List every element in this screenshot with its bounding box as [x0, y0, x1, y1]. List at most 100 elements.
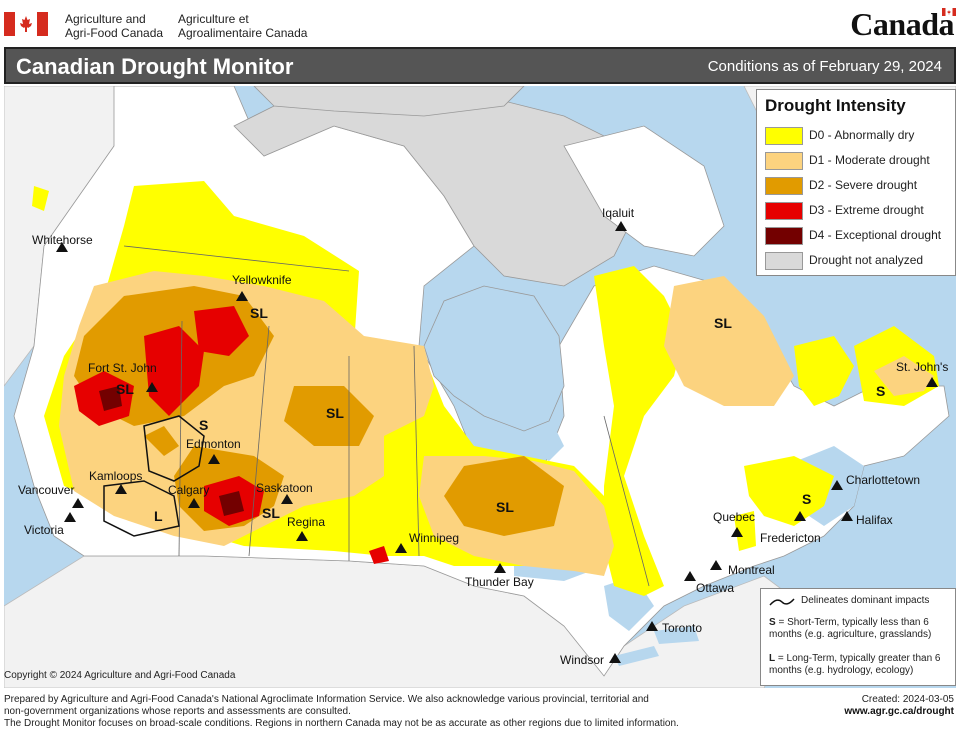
- hudson-bay: [423, 285, 565, 432]
- edmonton-marker: [208, 454, 220, 464]
- government-header: Agriculture and Agri-Food Canada Agricul…: [0, 0, 960, 46]
- toronto-label: Toronto: [662, 621, 702, 635]
- victoria-label: Victoria: [24, 523, 64, 537]
- whitehorse-label: Whitehorse: [32, 233, 93, 247]
- lake-ontario: [654, 626, 699, 644]
- impact-legend: Delineates dominant impacts S = Short-Te…: [760, 588, 956, 686]
- thunder-bay-marker: [494, 563, 506, 573]
- toronto-marker: [646, 621, 658, 631]
- victoria-marker: [64, 512, 76, 522]
- arctic-islands-north: [253, 86, 525, 117]
- legend-swatch-not-analyzed: [765, 252, 803, 270]
- st-johns-marker: [926, 377, 938, 387]
- impact-delineations: [103, 415, 205, 537]
- impact-label-maritimes-s: S: [802, 491, 811, 507]
- dept-fr-line2: Agroalimentaire Canada: [178, 26, 308, 40]
- impact-label-sask-south-sl: SL: [262, 505, 280, 521]
- thunder-bay-label: Thunder Bay: [465, 575, 534, 589]
- city-markers: [56, 221, 938, 663]
- fredericton-label: Fredericton: [760, 531, 821, 545]
- department-name-english: Agriculture and Agri-Food Canada: [65, 12, 170, 40]
- regina-label: Regina: [287, 515, 325, 529]
- legend-label-not-analyzed: Drought not analyzed: [809, 253, 924, 267]
- impact-label-quebec-sl: SL: [714, 315, 732, 331]
- legend-item-not-analyzed: Drought not analyzed: [765, 251, 955, 271]
- halifax-label: Halifax: [856, 513, 893, 527]
- provincial-boundaries: [123, 245, 650, 587]
- whitehorse-marker: [56, 242, 68, 252]
- charlottetown-label: Charlottetown: [846, 473, 920, 487]
- legend-label-d4: D4 - Exceptional drought: [809, 228, 942, 242]
- iqaluit-marker: [615, 221, 627, 231]
- impact-label-fsj-sl: SL: [116, 381, 134, 397]
- d4-exceptional-drought: [99, 386, 244, 516]
- legend-title: Drought Intensity: [765, 96, 906, 115]
- windsor-label: Windsor: [560, 653, 604, 667]
- map-canvas: Whitehorse Yellowknife Iqaluit Fort St. …: [4, 86, 956, 688]
- impact-l-text: = Long-Term, typically greater than 6 mo…: [769, 653, 941, 676]
- quebec-marker: [731, 527, 743, 537]
- impact-s-key: S: [769, 617, 776, 628]
- drought-url-link[interactable]: www.agr.gc.ca/drought: [844, 706, 954, 717]
- drought-map: Whitehorse Yellowknife Iqaluit Fort St. …: [4, 86, 956, 688]
- canada-flag-icon: [4, 12, 48, 36]
- windsor-marker: [609, 653, 621, 663]
- canada-wordmark: Canada: [850, 6, 954, 42]
- legend-item-d3: D3 - Extreme drought: [765, 201, 955, 221]
- quebec-label: Quebec: [713, 510, 755, 524]
- footer-line-3: The Drought Monitor focuses on broad-sca…: [4, 718, 679, 729]
- legend-swatch-d2: [765, 177, 803, 195]
- edmonton-label: Edmonton: [186, 437, 241, 451]
- legend-item-d0: D0 - Abnormally dry: [765, 126, 955, 146]
- legend-item-d2: D2 - Severe drought: [765, 176, 955, 196]
- charlottetown-marker: [831, 480, 843, 490]
- calgary-label: Calgary: [168, 483, 209, 497]
- kamloops-label: Kamloops: [89, 469, 142, 483]
- legend-swatch-d4: [765, 227, 803, 245]
- kamloops-marker: [115, 484, 127, 494]
- footer-notes: Prepared by Agriculture and Agri-Food Ca…: [4, 694, 724, 730]
- delineation-line-icon: [769, 598, 795, 606]
- impact-s-text: = Short-Term, typically less than 6 mont…: [769, 617, 932, 640]
- fredericton-marker: [794, 511, 806, 521]
- winnipeg-marker: [395, 543, 407, 553]
- vancouver-label: Vancouver: [18, 483, 74, 497]
- map-title: Canadian Drought Monitor: [16, 54, 294, 79]
- legend-swatch-d3: [765, 202, 803, 220]
- dept-en-line2: Agri-Food Canada: [65, 26, 164, 40]
- vancouver-marker: [72, 498, 84, 508]
- st-johns-label: St. John's: [896, 360, 948, 374]
- saskatoon-label: Saskatoon: [256, 481, 313, 495]
- yellowknife-label: Yellowknife: [232, 273, 292, 287]
- wordmark-flag-icon: [942, 8, 956, 16]
- impact-label-ontario-sl: SL: [496, 499, 514, 515]
- legend-label-d1: D1 - Moderate drought: [809, 153, 930, 167]
- created-date: Created: 2024-03-05: [861, 694, 954, 705]
- impact-l-key: L: [769, 653, 776, 664]
- drought-intensity-legend: Drought Intensity D0 - Abnormally dry D1…: [756, 89, 956, 276]
- legend-label-d3: D3 - Extreme drought: [809, 203, 924, 217]
- impact-label-newfoundland-s: S: [876, 383, 885, 399]
- impact-long-term: L = Long-Term, typically greater than 6 …: [769, 653, 953, 677]
- winnipeg-label: Winnipeg: [409, 531, 459, 545]
- impact-label-bc-l: L: [154, 508, 163, 524]
- impact-label-sask-north-sl: SL: [326, 405, 344, 421]
- impact-label-yellowknife-sl: SL: [250, 305, 268, 321]
- saskatoon-marker: [281, 494, 293, 504]
- regina-marker: [296, 531, 308, 541]
- footer-line-1: Prepared by Agriculture and Agri-Food Ca…: [4, 694, 649, 705]
- legend-item-d1: D1 - Moderate drought: [765, 151, 955, 171]
- legend-swatch-d1: [765, 152, 803, 170]
- legend-label-d0: D0 - Abnormally dry: [809, 128, 915, 142]
- yellowknife-marker: [236, 291, 248, 301]
- dept-en-line1: Agriculture and: [65, 12, 146, 26]
- impact-short-term: S = Short-Term, typically less than 6 mo…: [769, 617, 953, 641]
- conditions-date: Conditions as of February 29, 2024: [707, 58, 942, 75]
- james-bay: [534, 426, 564, 461]
- montreal-marker: [710, 560, 722, 570]
- footer: Prepared by Agriculture and Agri-Food Ca…: [0, 690, 960, 737]
- legend-label-d2: D2 - Severe drought: [809, 178, 918, 192]
- department-name-french: Agriculture et Agroalimentaire Canada: [178, 12, 318, 40]
- impact-delineates-text: Delineates dominant impacts: [801, 595, 930, 606]
- baffin-island: [563, 125, 725, 257]
